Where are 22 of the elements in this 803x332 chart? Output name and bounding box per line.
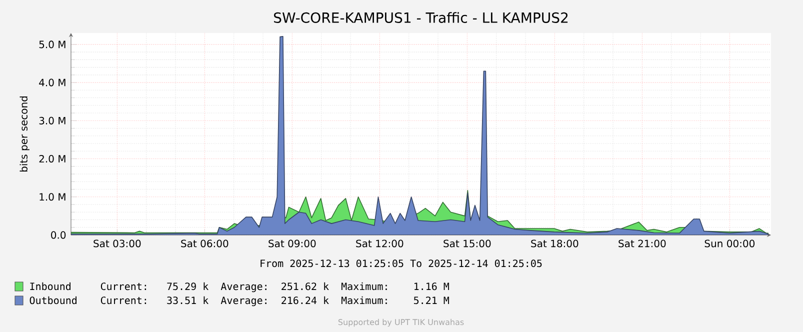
x-tick-label: Sat 06:00 bbox=[181, 240, 228, 248]
x-tick-label: Sun 00:00 bbox=[704, 240, 755, 248]
x-tick-label: Sat 12:00 bbox=[356, 240, 404, 248]
y-tick-label: 4.0 M bbox=[39, 78, 66, 86]
x-tick-label: Sat 03:00 bbox=[94, 240, 141, 248]
y-tick-label: 2.0 M bbox=[39, 154, 66, 163]
y-tick-label: 5.0 M bbox=[39, 40, 66, 48]
legend-label: Inbound bbox=[30, 282, 70, 290]
y-tick-label: 1.0 M bbox=[40, 193, 66, 201]
x-tick-label: Sat 18:00 bbox=[531, 240, 578, 248]
text: From 2025-12-13 01:25:05 To 2025-12-14 01:25:05 bbox=[260, 260, 542, 268]
y-tick-label: 0.0 bbox=[51, 231, 66, 239]
y-tick-label: 3.0 M bbox=[39, 116, 66, 124]
chart-title: SW-CORE-KAMPUS1 - Traffic - LL KAMPUS2 bbox=[274, 12, 568, 23]
x-tick-label: Sat 09:00 bbox=[268, 240, 316, 248]
text: Current: 33.51 k Average: 216.24 k Maximum: 5.21 M bbox=[100, 296, 449, 306]
legend-label: Outbound bbox=[30, 296, 76, 304]
text: Current: 75.29 k Average: 251.62 k Maximum: 1.16 M bbox=[100, 282, 449, 292]
x-tick-label: Sat 21:00 bbox=[618, 240, 666, 248]
x-tick-label: Sat 15:00 bbox=[444, 240, 491, 248]
y-axis-title: bits per second bbox=[20, 96, 30, 172]
text: Supported by UPT TIK Unwahas bbox=[338, 318, 464, 327]
